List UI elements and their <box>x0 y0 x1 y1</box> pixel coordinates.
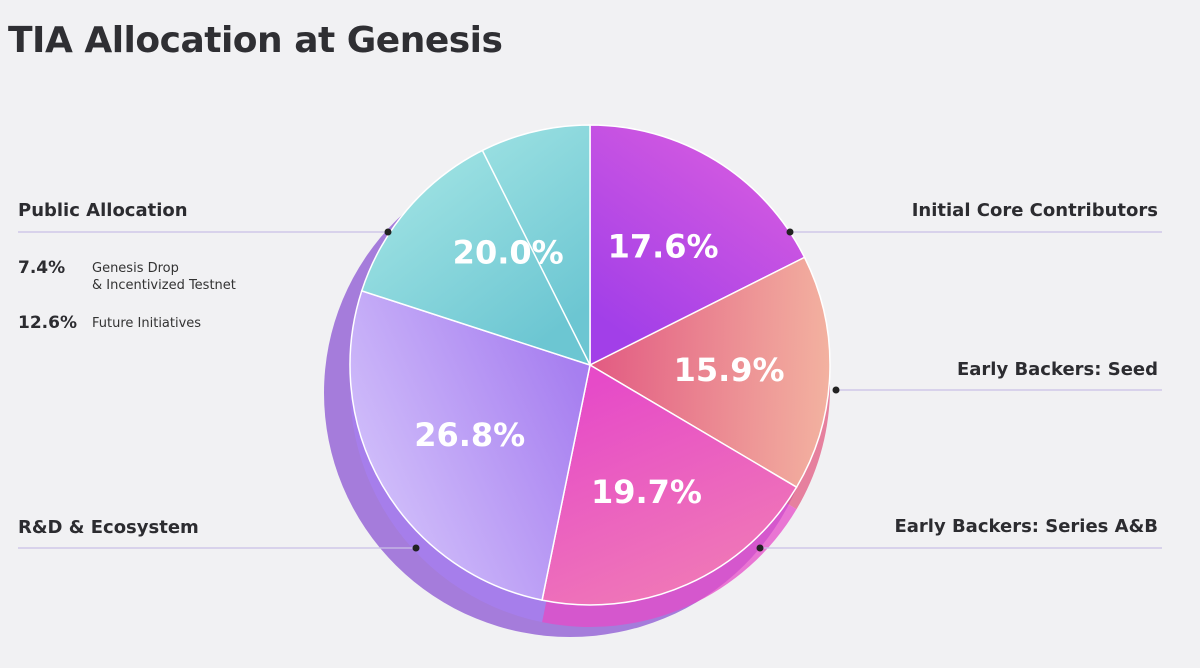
pie-slice-rd-ecosystem <box>349 289 591 602</box>
slice-value-label-rd-ecosystem: 26.8% <box>414 416 525 454</box>
legend-label-rd-ecosystem: R&D & Ecosystem <box>18 517 199 538</box>
slice-value-labels: 17.6% 15.9% 19.7% 26.8% 20.0% <box>384 228 840 552</box>
pie-slice-early-backers-series-ab <box>541 363 798 606</box>
legend-label-public-allocation: Public Allocation <box>18 200 188 221</box>
detail-desc-line: Future Initiatives <box>92 316 202 331</box>
leader-dot-initial-core-contributors <box>786 228 794 236</box>
public-allocation-detail-genesis-drop: 7.4% Genesis Drop & Incentivized Testnet <box>18 258 236 294</box>
public-allocation-sub-divider <box>481 150 591 366</box>
legend-label-initial-core-contributors: Initial Core Contributors <box>911 200 1158 221</box>
leader-dot-rd-ecosystem <box>412 544 420 552</box>
detail-description: Genesis Drop & Incentivized Testnet <box>92 258 236 294</box>
legend-label-early-backers-seed: Early Backers: Seed <box>956 359 1158 380</box>
slice-value-label-initial-core-contributors: 17.6% <box>608 228 719 266</box>
leader-dot-early-backers-series-ab <box>756 544 764 552</box>
chart-title: TIA Allocation at Genesis <box>8 20 503 61</box>
slice-value-label-early-backers-series-ab: 19.7% <box>591 473 702 511</box>
legend-label-early-backers-series-ab: Early Backers: Series A&B <box>894 516 1158 537</box>
detail-pct: 12.6% <box>18 313 77 333</box>
pie-slice-early-backers-seed <box>588 256 831 489</box>
leader-dot-public-allocation <box>384 228 392 236</box>
detail-description: Future Initiatives <box>92 313 201 332</box>
slice-value-label-public-allocation: 20.0% <box>453 233 564 271</box>
pie-slice-public-allocation <box>360 124 591 367</box>
public-allocation-detail-future-initiatives: 12.6% Future Initiatives <box>18 313 201 333</box>
detail-pct: 7.4% <box>18 258 66 278</box>
leader-lines <box>18 231 1162 549</box>
leader-dot-early-backers-seed <box>832 386 840 394</box>
slice-value-label-early-backers-seed: 15.9% <box>674 351 785 389</box>
detail-desc-line: Genesis Drop <box>92 261 179 276</box>
detail-desc-line: & Incentivized Testnet <box>92 278 236 293</box>
pie-slices <box>349 124 831 606</box>
